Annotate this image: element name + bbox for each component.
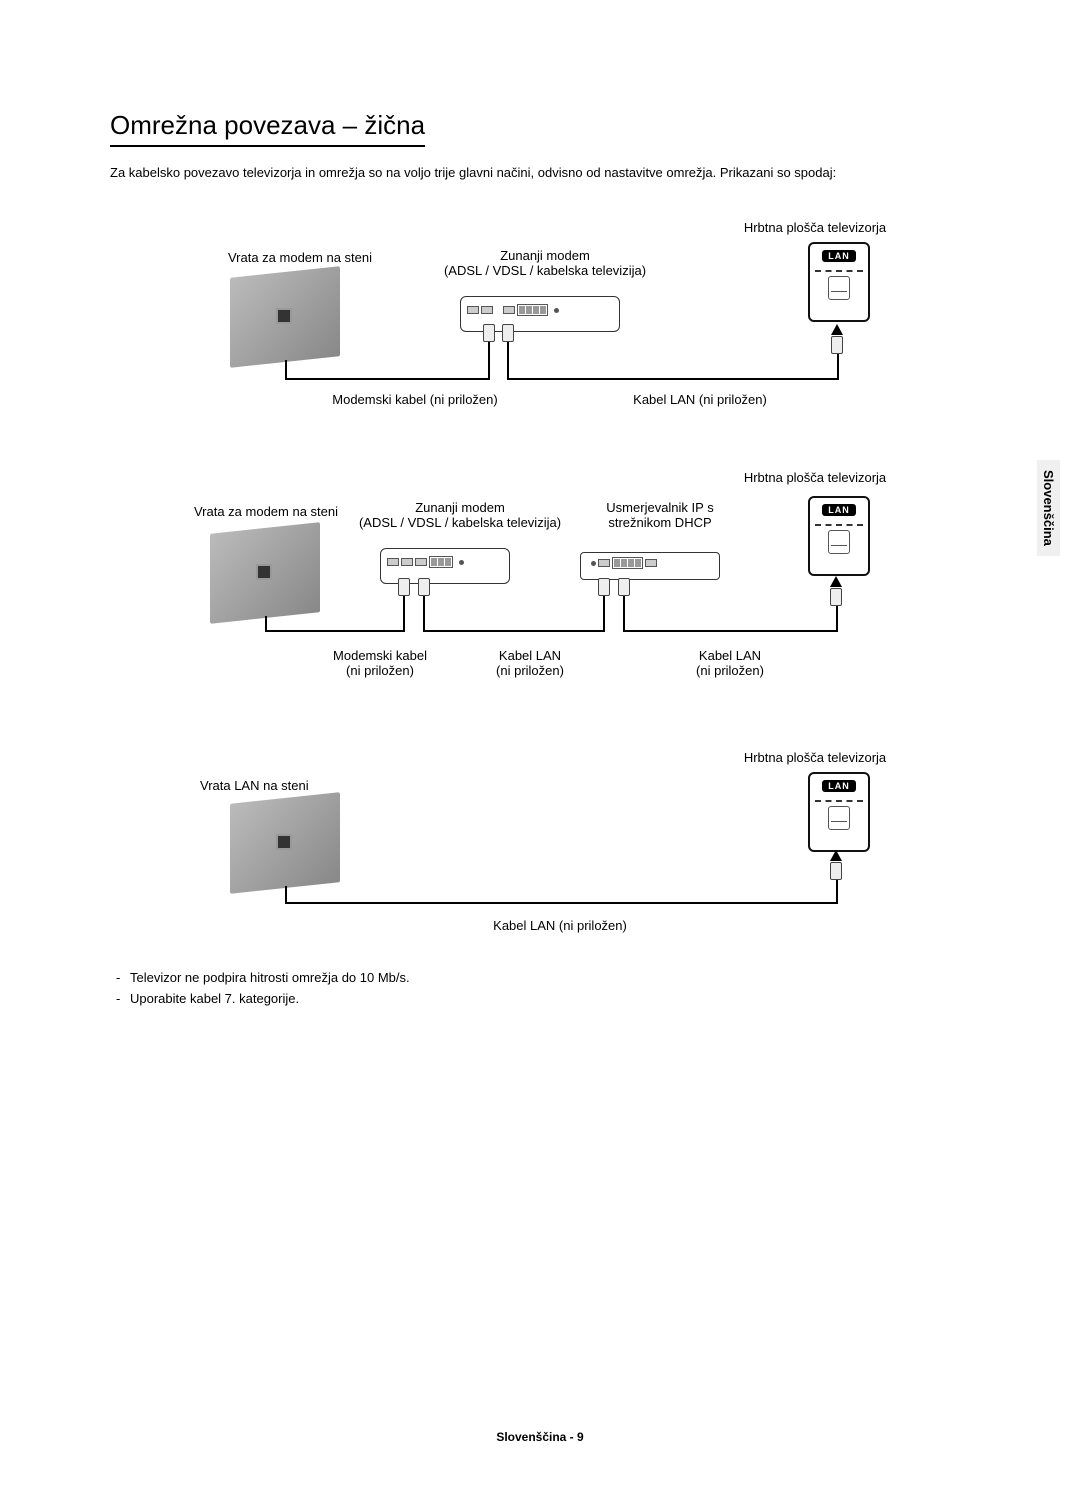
cable-line: [265, 630, 403, 632]
modem-cable-text: Modemski kabel: [333, 648, 427, 663]
cable-line: [423, 596, 425, 632]
note-item: Televizor ne podpira hitrosti omrežja do…: [110, 970, 970, 985]
cable-plug-icon: [418, 578, 430, 596]
lan-cable-text: Kabel LAN: [699, 648, 761, 663]
label-external-modem: Zunanji modem (ADSL / VDSL / kabelska te…: [355, 500, 565, 530]
diagram-3: Hrbtna plošča televizorja Vrata LAN na s…: [180, 750, 900, 940]
label-tv-rear: Hrbtna plošča televizorja: [730, 470, 900, 485]
language-side-tab: Slovenščina: [1037, 460, 1060, 556]
label-modem-cable: Modemski kabel (ni priložen): [315, 392, 515, 407]
cable-plug-icon: [831, 336, 843, 354]
cable-line: [507, 378, 839, 380]
lan-port-icon: [828, 530, 850, 554]
arrow-up-icon: [830, 850, 842, 861]
cable-line: [623, 630, 838, 632]
intro-text: Za kabelsko povezavo televizorja in omre…: [110, 165, 970, 180]
lan-badge: LAN: [822, 504, 856, 516]
lan-panel-icon: LAN: [808, 242, 870, 322]
cable-line: [488, 342, 490, 380]
cable-plug-icon: [618, 578, 630, 596]
diagram-2: Hrbtna plošča televizorja Vrata za modem…: [180, 470, 900, 700]
label-lan-cable-2a: Kabel LAN (ni priložen): [470, 648, 590, 678]
lan-panel-icon: LAN: [808, 772, 870, 852]
not-included-text: (ni priložen): [346, 663, 414, 678]
cable-line: [837, 350, 839, 380]
not-included-text: (ni priložen): [696, 663, 764, 678]
cable-line: [507, 342, 509, 380]
label-lan-cable: Kabel LAN (ni priložen): [600, 392, 800, 407]
not-included-text: (ni priložen): [496, 663, 564, 678]
lan-cable-text: Kabel LAN: [499, 648, 561, 663]
cable-line: [623, 596, 625, 632]
arrow-up-icon: [831, 324, 843, 335]
lan-port-icon: [828, 806, 850, 830]
lan-port-icon: [828, 276, 850, 300]
cable-plug-icon: [598, 578, 610, 596]
wall-port-icon: [210, 528, 330, 628]
label-external-modem: Zunanji modem (ADSL / VDSL / kabelska te…: [440, 248, 650, 278]
notes-list: Televizor ne podpira hitrosti omrežja do…: [110, 970, 970, 1006]
lan-panel-icon: LAN: [808, 496, 870, 576]
cable-line: [603, 596, 605, 632]
cable-line: [403, 596, 405, 632]
cable-plug-icon: [830, 862, 842, 880]
page-footer: Slovenščina - 9: [0, 1430, 1080, 1444]
cable-plug-icon: [502, 324, 514, 342]
modem-type-text: (ADSL / VDSL / kabelska televizija): [444, 263, 646, 278]
label-tv-rear: Hrbtna plošča televizorja: [730, 750, 900, 765]
cable-line: [285, 360, 287, 380]
label-modem-cable-2: Modemski kabel (ni priložen): [310, 648, 450, 678]
lan-badge: LAN: [822, 780, 856, 792]
external-modem-text: Zunanji modem: [415, 500, 505, 515]
wall-port-icon: [230, 272, 350, 372]
label-lan-port-wall: Vrata LAN na steni: [200, 778, 400, 793]
label-modem-port: Vrata za modem na steni: [200, 250, 400, 265]
cable-line: [285, 378, 490, 380]
wall-port-icon: [230, 798, 350, 898]
arrow-up-icon: [830, 576, 842, 587]
label-lan-cable-3: Kabel LAN (ni priložen): [460, 918, 660, 933]
cable-line: [423, 630, 603, 632]
label-tv-rear: Hrbtna plošča televizorja: [730, 220, 900, 235]
cable-line: [836, 876, 838, 904]
note-item: Uporabite kabel 7. kategorije.: [110, 991, 970, 1006]
external-modem-text: Zunanji modem: [500, 248, 590, 263]
cable-line: [285, 902, 838, 904]
label-ip-router: Usmerjevalnik IP s strežnikom DHCP: [580, 500, 740, 530]
label-lan-cable-2b: Kabel LAN (ni priložen): [670, 648, 790, 678]
diagram-1: Hrbtna plošča televizorja Vrata za modem…: [180, 220, 900, 420]
cable-line: [836, 602, 838, 632]
modem-type-text: (ADSL / VDSL / kabelska televizija): [359, 515, 561, 530]
cable-plug-icon: [483, 324, 495, 342]
cable-plug-icon: [830, 588, 842, 606]
label-modem-port: Vrata za modem na steni: [176, 504, 356, 519]
page-title: Omrežna povezava – žična: [110, 110, 425, 147]
lan-badge: LAN: [822, 250, 856, 262]
cable-plug-icon: [398, 578, 410, 596]
router-icon: [580, 552, 720, 580]
